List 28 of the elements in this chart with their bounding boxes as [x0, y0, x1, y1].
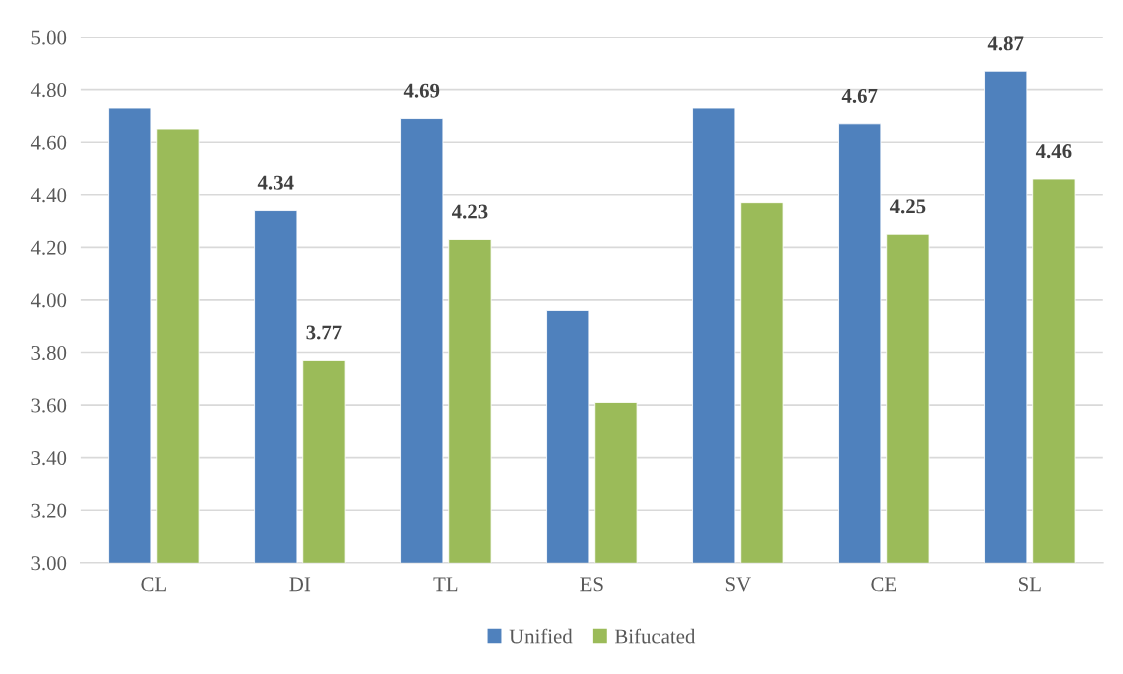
y-tick-label: 4.80	[30, 83, 67, 98]
data-label: 4.34	[257, 175, 294, 190]
y-tick-label: 4.40	[30, 188, 67, 203]
y-tick-label: 3.00	[31, 556, 67, 571]
data-label: 4.23	[451, 204, 488, 219]
data-label: 4.87	[987, 36, 1024, 51]
y-tick-label: 3.60	[31, 398, 67, 413]
data-label: 4.25	[889, 199, 926, 214]
x-tick-label: CE	[871, 577, 897, 592]
x-tick-label: TL	[433, 577, 458, 592]
y-tick-label: 3.20	[31, 503, 67, 518]
data-label: 4.46	[1035, 144, 1072, 159]
x-tick-label: SV	[725, 577, 751, 592]
y-tick-label: 5.00	[31, 30, 67, 45]
legend-label: Unified	[509, 628, 573, 644]
x-tick-label: SL	[1019, 577, 1041, 592]
y-tick-label: 4.00	[30, 293, 67, 308]
x-tick-label: CL	[141, 577, 166, 592]
x-tick-label: DI	[289, 577, 311, 592]
x-tick-label: ES	[580, 577, 603, 592]
y-tick-label: 3.80	[31, 345, 67, 361]
y-tick-label: 3.40	[31, 451, 67, 466]
legend-label: Bifucated	[615, 628, 696, 644]
y-tick-label: 4.20	[30, 240, 67, 255]
data-label: 4.69	[403, 83, 440, 98]
data-label: 4.67	[841, 88, 878, 104]
y-tick-label: 4.60	[30, 135, 67, 150]
data-label: 3.77	[306, 325, 342, 340]
